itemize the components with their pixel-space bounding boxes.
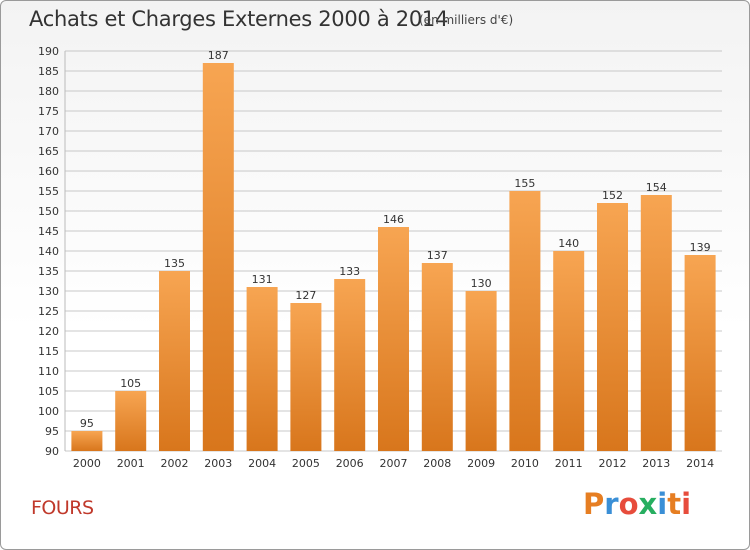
bars [71,63,716,451]
data-label: 130 [471,277,492,290]
chart-subtitle: (en milliers d'€) [419,13,514,27]
bar-2010 [509,191,541,451]
x-tick-label: 2009 [467,457,495,470]
x-tick-label: 2000 [73,457,101,470]
y-tick-label: 115 [38,345,59,358]
y-tick-label: 95 [45,425,59,438]
bar-2013 [640,195,672,451]
x-tick-label: 2011 [555,457,583,470]
data-label: 127 [295,289,316,302]
data-label: 133 [339,265,360,278]
x-tick-label: 2013 [642,457,670,470]
bar-2006 [334,279,366,451]
logo-letter: i [681,487,692,521]
data-label: 155 [514,177,535,190]
y-axis-ticks: 90 95 100 105 110 115 120 125 130 135 140 145 150 155… [38,45,59,458]
data-label: 140 [558,237,579,250]
y-tick-label: 135 [38,265,59,278]
x-tick-label: 2002 [161,457,189,470]
y-tick-label: 100 [38,405,59,418]
data-label: 137 [427,249,448,262]
x-tick-label: 2004 [248,457,276,470]
bar-2008 [421,263,453,451]
y-tick-label: 170 [38,125,59,138]
data-label: 139 [690,241,711,254]
logo-letter: i [657,487,668,521]
x-tick-label: 2005 [292,457,320,470]
bar-2000 [71,431,103,451]
y-tick-label: 180 [38,85,59,98]
y-tick-label: 165 [38,145,59,158]
data-label: 187 [208,49,229,62]
y-tick-label: 145 [38,225,59,238]
y-tick-label: 185 [38,65,59,78]
data-label: 154 [646,181,667,194]
commune-name: FOURS [31,497,94,519]
data-label: 105 [120,377,141,390]
y-tick-label: 155 [38,185,59,198]
y-tick-label: 175 [38,105,59,118]
data-labels: 95 105 135 187 131 127 133 146 137 130 155 140 152 15… [80,49,711,430]
proxiti-logo[interactable]: Proxiti [583,487,691,521]
y-tick-label: 130 [38,285,59,298]
data-label: 135 [164,257,185,270]
y-tick-label: 140 [38,245,59,258]
x-axis-ticks: 2000 2001 2002 2003 2004 2005 2006 2007 2008 2009… [73,457,714,470]
bar-2009 [465,291,497,451]
y-tick-label: 110 [38,365,59,378]
x-tick-label: 2008 [423,457,451,470]
y-tick-label: 90 [45,445,59,458]
y-tick-label: 105 [38,385,59,398]
bar-2007 [378,227,409,451]
bar-2001 [115,391,147,451]
data-label: 152 [602,189,623,202]
data-label: 146 [383,213,404,226]
data-label: 95 [80,417,94,430]
x-tick-label: 2007 [380,457,408,470]
x-tick-label: 2006 [336,457,364,470]
y-tick-label: 160 [38,165,59,178]
chart-title: Achats et Charges Externes 2000 à 2014 [29,7,449,31]
x-tick-label: 2014 [686,457,714,470]
bar-2011 [553,251,585,451]
logo-letter: x [638,487,658,521]
bar-2014 [684,255,716,451]
logo-letter: P [583,487,605,521]
logo-letter: r [604,487,619,521]
bar-2002 [159,271,190,451]
x-tick-label: 2010 [511,457,539,470]
data-label: 131 [252,273,273,286]
x-tick-label: 2003 [204,457,232,470]
logo-letter: o [618,487,639,521]
x-tick-label: 2001 [117,457,145,470]
logo-letter: t [667,487,682,521]
y-tick-label: 190 [38,45,59,58]
bar-2005 [290,303,322,451]
bar-2003 [202,63,234,451]
bar-2004 [246,287,278,451]
y-tick-label: 125 [38,305,59,318]
y-tick-label: 120 [38,325,59,338]
bar-2012 [597,203,628,451]
x-tick-label: 2012 [599,457,627,470]
y-tick-label: 150 [38,205,59,218]
